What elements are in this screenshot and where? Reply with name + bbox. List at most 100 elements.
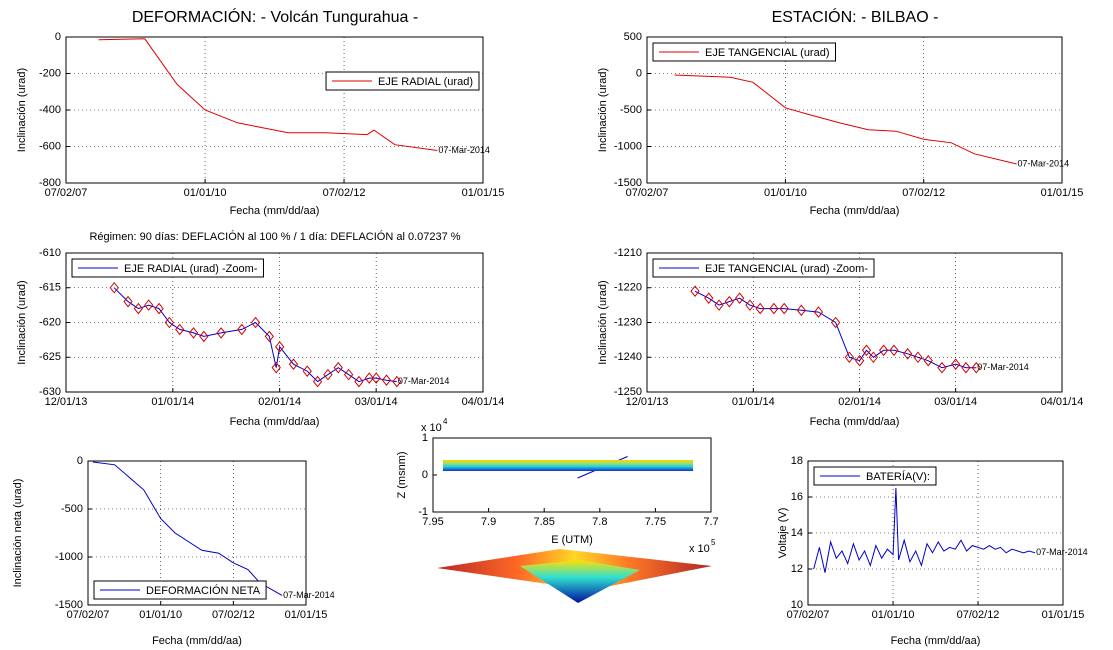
x-tick-label: 07/02/07 — [67, 609, 110, 621]
legend: BATERÍA(V): — [813, 466, 937, 486]
x-tick-label: 01/01/10 — [872, 609, 915, 621]
x-tick-label: 07/02/12 — [323, 187, 366, 199]
x-tick-label: 01/01/15 — [462, 187, 505, 199]
data-marker — [844, 351, 854, 364]
data-marker — [868, 351, 879, 364]
data-marker — [724, 295, 734, 308]
data-marker — [889, 344, 899, 357]
deformation-cone — [520, 560, 640, 603]
data-marker — [302, 365, 312, 377]
x-tick-label: 01/01/15 — [1041, 187, 1084, 199]
y-tick-label: 0 — [636, 67, 642, 79]
chart-title: ESTACIÓN: - BILBAO - — [772, 7, 939, 26]
data-marker — [175, 323, 185, 336]
y-tick-label: -1220 — [614, 282, 642, 294]
y-tick-label: -625 — [39, 351, 61, 363]
data-marker — [690, 285, 700, 298]
data-marker — [188, 327, 199, 339]
y-tick-label: 0 — [422, 469, 428, 481]
legend-box — [813, 466, 937, 486]
annotation: 07-Mar-2014 — [1018, 158, 1070, 168]
chart: DEFORMACIÓN: - Volcán Tungurahua - Fecha … — [16, 7, 505, 217]
annotation: 07-Mar-2014 — [977, 362, 1029, 372]
data-marker — [861, 344, 872, 357]
data-marker — [830, 316, 841, 329]
legend: EJE RADIAL (urad) -Zoom- — [71, 258, 264, 278]
x-tick-label: 03/01/14 — [355, 396, 398, 408]
y-tick-label: -200 — [39, 67, 61, 79]
x-tick-label: 01/01/15 — [1042, 609, 1085, 621]
x-tick-label: 07/02/07 — [787, 609, 830, 621]
y-tick-label: -1210 — [614, 247, 642, 259]
data-marker — [813, 306, 824, 318]
y-tick-label: -800 — [39, 177, 61, 189]
x-axis-label: Fecha (mm/dd/aa) — [810, 205, 900, 217]
data-marker — [333, 361, 343, 374]
legend: EJE RADIAL (urad) — [325, 71, 480, 91]
chart-title: Régimen: 90 días: DEFLACIÓN al 100 % / 1… — [89, 230, 460, 243]
series-line — [674, 74, 1017, 165]
data-marker — [343, 368, 354, 381]
legend: EJE TANGENCIAL (urad) — [652, 42, 836, 62]
legend-label: BATERÍA(V): — [866, 470, 930, 483]
legend-label: EJE RADIAL (urad) -Zoom- — [124, 263, 258, 275]
y-tick-label: -500 — [61, 503, 83, 515]
x-tick-label: 04/01/14 — [462, 396, 505, 408]
data-marker — [923, 354, 933, 367]
y-tick-label: 18 — [791, 455, 803, 467]
chart: Fecha (mm/dd/aa) Voltaje (V) 07/02/07 01/01… — [777, 455, 1088, 647]
y-tick-label: -1240 — [614, 351, 642, 363]
y-exponent: 4 — [443, 417, 448, 426]
annotation: 07-Mar-2014 — [398, 376, 450, 386]
x-tick-label: 12/01/13 — [45, 396, 88, 408]
data-marker — [216, 327, 226, 339]
data-marker — [937, 361, 947, 374]
y-axis-label: Voltaje (V) — [777, 508, 789, 559]
y-tick-label: -1500 — [614, 177, 642, 189]
data-marker — [199, 330, 209, 343]
x-tick-label: 7.85 — [533, 516, 554, 528]
data-marker — [755, 302, 765, 315]
x-tick-label: 07/02/12 — [957, 609, 1000, 621]
y-tick-label: -615 — [39, 282, 61, 294]
x-tick-label: 7.8 — [592, 516, 607, 528]
series-line — [92, 461, 283, 596]
x-tick-label: 01/01/14 — [732, 396, 775, 408]
y-tick-label: -1250 — [614, 386, 642, 398]
data-marker — [271, 361, 281, 374]
y-tick-label: -1500 — [55, 599, 83, 611]
y-axis-label: Inclinación (urad) — [597, 280, 609, 364]
data-marker — [796, 304, 806, 317]
y-multiplier: x 10 — [421, 422, 442, 434]
y-tick-label: 14 — [791, 527, 803, 539]
x-tick-label: 01/01/10 — [139, 609, 182, 621]
x-tick-label: 7.75 — [645, 516, 666, 528]
data-marker — [879, 344, 889, 357]
x-axis-label: Fecha (mm/dd/aa) — [810, 416, 900, 428]
x-axis-label: Fecha (mm/dd/aa) — [152, 635, 242, 647]
series-line — [98, 38, 438, 151]
y-tick-label: -1230 — [614, 316, 642, 328]
data-marker — [154, 302, 164, 315]
legend: DEFORMACIÓN NETA — [93, 580, 267, 600]
data-marker — [779, 302, 789, 315]
x-tick-label: 01/01/10 — [764, 187, 807, 199]
y-tick-label: 16 — [791, 491, 803, 503]
data-marker — [164, 316, 175, 329]
y-tick-label: 12 — [791, 563, 803, 575]
y-tick-label: 0 — [55, 31, 61, 43]
annotation: 07-Mar-2014 — [1036, 547, 1088, 557]
y-tick-label: -1 — [418, 506, 428, 518]
annotation: 07-Mar-2014 — [438, 145, 490, 155]
chart: Régimen: 90 días: DEFLACIÓN al 100 % / 1… — [16, 230, 505, 428]
legend-box — [325, 71, 480, 91]
data-marker — [237, 323, 247, 336]
data-marker — [704, 292, 714, 304]
data-marker — [288, 358, 299, 371]
y-tick-label: -600 — [39, 140, 61, 152]
legend-label: EJE TANGENCIAL (urad) -Zoom- — [705, 263, 868, 275]
data-marker — [381, 374, 392, 386]
series-line — [694, 290, 977, 369]
chart: E (UTM) Z (msnm) 7.95 7.9 7.85 7.8 7.75 7.7 1 0 -1… — [396, 417, 719, 555]
